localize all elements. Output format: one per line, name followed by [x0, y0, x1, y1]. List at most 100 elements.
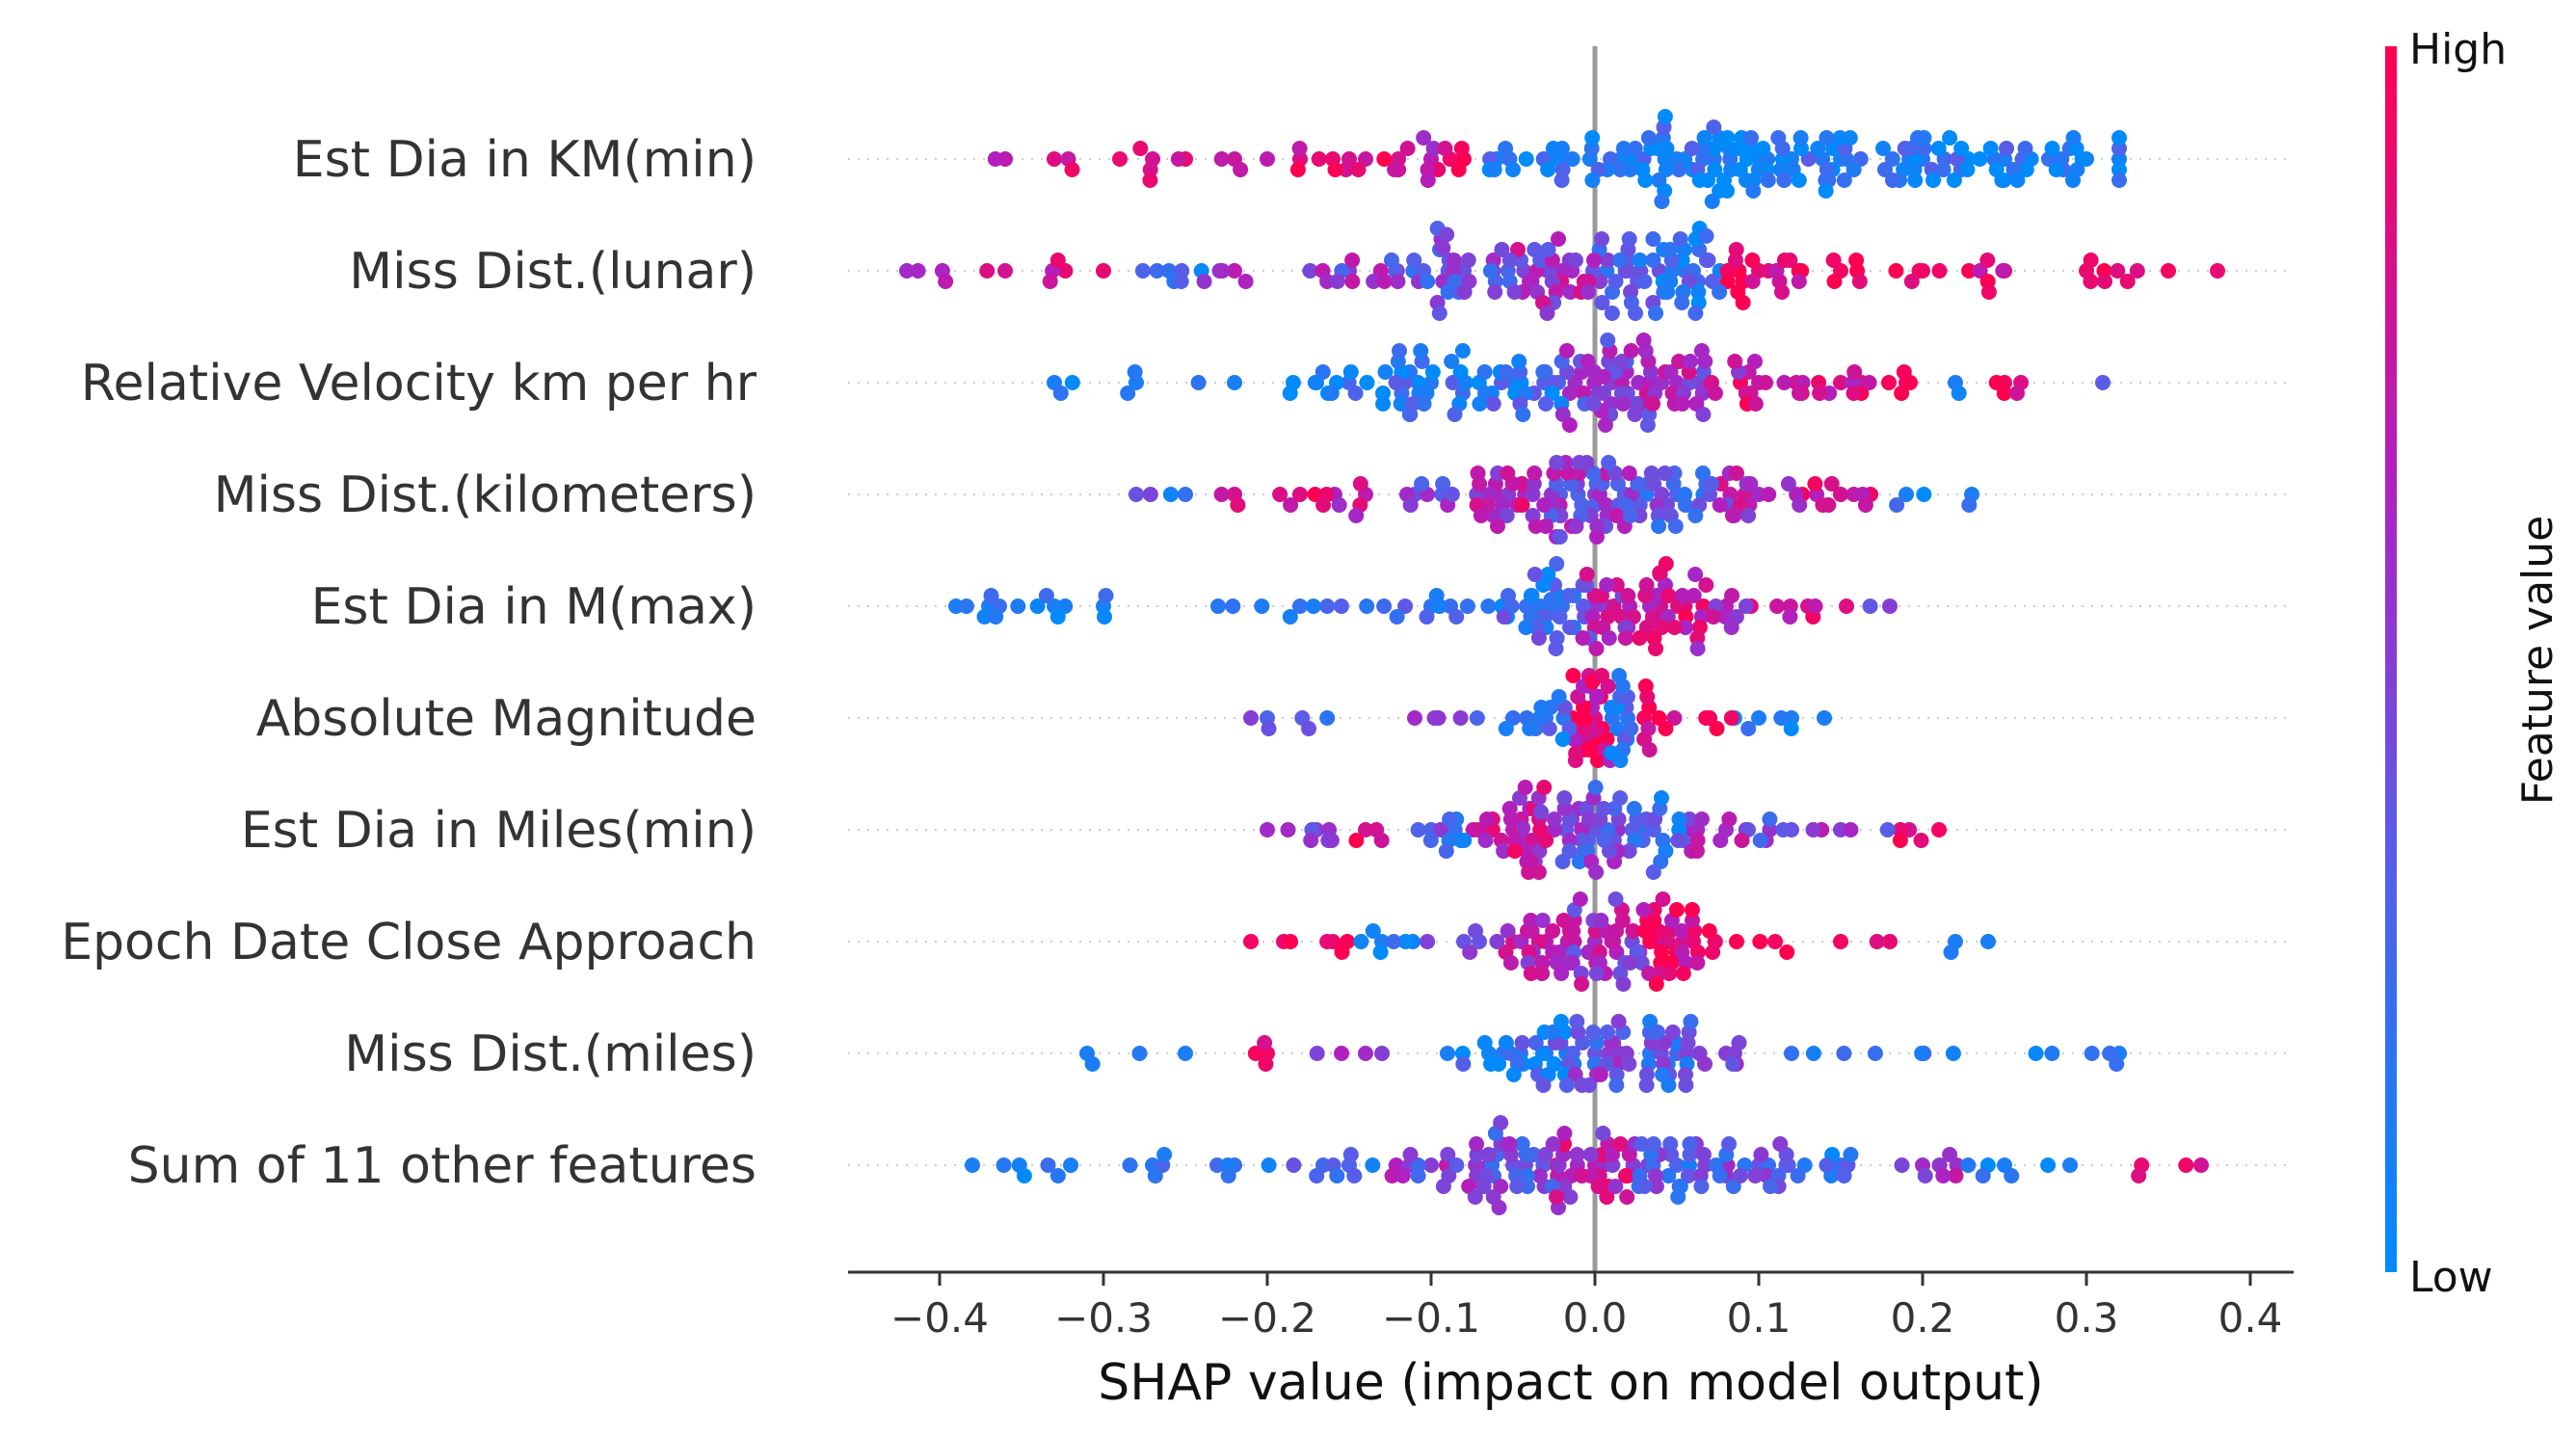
shap-point	[1501, 801, 1518, 816]
shap-point	[1655, 891, 1671, 907]
shap-point	[1555, 913, 1572, 928]
shap-point	[965, 1157, 980, 1173]
shap-point	[1666, 710, 1683, 726]
shap-point	[1979, 253, 1996, 268]
shap-point	[1549, 556, 1565, 572]
shap-point	[1784, 1046, 1799, 1061]
shap-point	[2210, 263, 2225, 279]
shap-point	[1567, 253, 1583, 268]
shap-point	[1444, 487, 1460, 502]
shap-point	[1917, 1168, 1933, 1183]
shap-point	[1541, 721, 1557, 736]
shap-point	[1402, 497, 1419, 513]
shap-point	[2178, 1157, 2194, 1173]
shap-point	[1535, 1077, 1552, 1093]
shap-point	[1388, 375, 1404, 390]
x-tick-label: −0.4	[890, 1294, 989, 1342]
shap-point	[1445, 375, 1461, 390]
shap-point	[988, 609, 1004, 625]
shap-point	[1469, 710, 1485, 726]
shap-point	[2095, 375, 2111, 390]
shap-point	[1640, 130, 1657, 146]
shap-point	[1506, 843, 1523, 859]
shap-point	[983, 588, 999, 603]
shap-point	[1540, 162, 1556, 177]
shap-point	[1472, 934, 1487, 949]
shap-point	[1660, 588, 1677, 603]
shap-point	[1283, 934, 1299, 949]
feature-label: Miss Dist.(miles)	[344, 1025, 757, 1083]
shap-point	[1961, 263, 1978, 279]
shap-point	[1643, 465, 1660, 481]
shap-point	[1286, 1157, 1302, 1173]
shap-point	[1604, 745, 1619, 761]
shap-point	[1604, 700, 1619, 715]
shap-point	[1622, 508, 1638, 523]
shap-point	[1951, 386, 1967, 401]
shap-point	[1515, 407, 1531, 422]
shap-point	[1376, 274, 1393, 289]
shap-point	[1459, 598, 1475, 614]
shap-point	[2129, 263, 2145, 279]
shap-point	[1543, 592, 1559, 608]
shap-point	[1776, 253, 1793, 268]
shap-point	[1500, 923, 1516, 939]
shap-point	[1373, 833, 1390, 848]
shap-point	[1305, 598, 1321, 614]
shap-point	[1628, 306, 1643, 321]
shap-point	[1982, 141, 1999, 156]
shap-point	[1660, 1168, 1677, 1183]
shap-point	[1527, 1035, 1544, 1050]
shap-point	[1697, 1056, 1713, 1072]
shap-point	[1621, 1056, 1637, 1072]
shap-point	[1472, 396, 1488, 412]
shap-point	[1596, 369, 1612, 385]
feature-label: Miss Dist.(kilometers)	[214, 466, 757, 524]
shap-point	[1040, 1157, 1056, 1173]
shap-point	[1501, 253, 1518, 268]
shap-point	[1422, 833, 1439, 848]
shap-point	[1627, 407, 1643, 422]
shap-point	[1600, 253, 1616, 268]
shap-point	[1674, 923, 1690, 939]
shap-point	[1498, 364, 1514, 380]
shap-point	[2009, 386, 2025, 401]
shap-point	[1387, 162, 1403, 177]
shap-point	[1084, 1056, 1101, 1072]
shap-point	[1132, 141, 1149, 156]
shap-point	[1292, 487, 1308, 502]
shap-point	[1780, 476, 1796, 492]
shap-point	[1097, 609, 1112, 625]
shap-point	[1455, 1056, 1472, 1072]
x-tick-label: 0.0	[1563, 1294, 1628, 1342]
shap-point	[1600, 332, 1616, 348]
shap-point	[1776, 173, 1793, 188]
shap-point	[1638, 1077, 1655, 1093]
shap-point	[1685, 913, 1700, 928]
shap-point	[1377, 364, 1394, 380]
shap-point	[1627, 141, 1643, 156]
shap-point	[1534, 966, 1551, 981]
shap-point	[1705, 944, 1721, 960]
shap-point	[1142, 173, 1158, 188]
shap-point	[1414, 476, 1430, 492]
shap-point	[1691, 173, 1708, 188]
colorbar: High Low Feature value	[2385, 25, 2563, 1302]
shap-point	[1836, 1168, 1852, 1183]
shap-point	[1988, 375, 2005, 390]
shap-point	[1732, 1168, 1748, 1183]
shap-point	[1331, 497, 1347, 513]
shap-point	[1888, 263, 1904, 279]
shap-point	[1514, 497, 1530, 513]
shap-point	[1695, 407, 1712, 422]
shap-point	[1190, 375, 1207, 390]
shap-point	[1280, 822, 1296, 838]
shap-point	[2111, 151, 2127, 167]
x-tick-label: 0.2	[1891, 1294, 1955, 1342]
shap-point	[1554, 731, 1571, 747]
shap-point	[1615, 396, 1632, 412]
shap-point	[1272, 487, 1288, 502]
shap-point	[1063, 1157, 1078, 1173]
shap-point	[1410, 1168, 1426, 1183]
feature-label: Miss Dist.(lunar)	[349, 243, 757, 301]
